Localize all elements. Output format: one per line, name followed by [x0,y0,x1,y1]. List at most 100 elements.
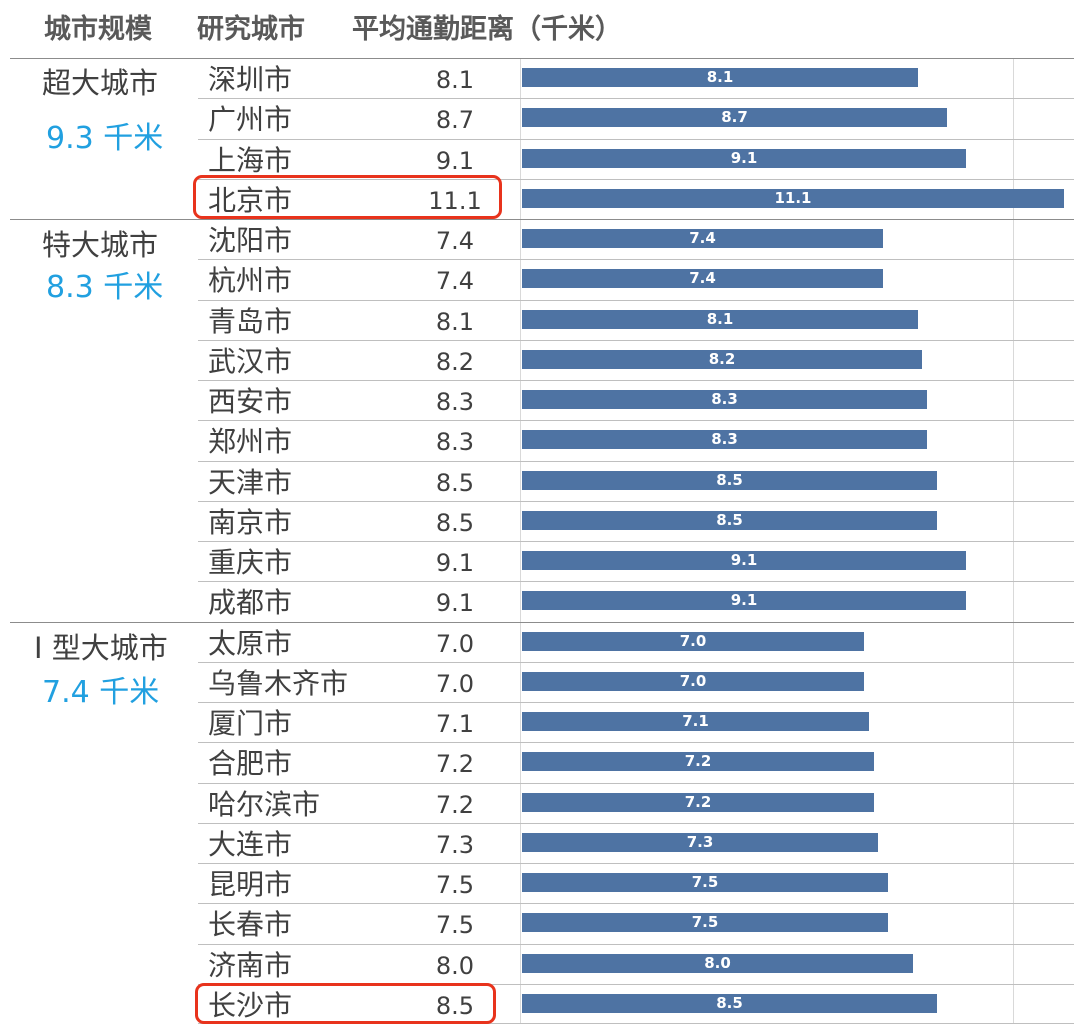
row-separator [198,783,1074,784]
group-label-type1: I 型大城市 [34,631,168,665]
bar-label-hangzhou: 7.4 [689,269,716,287]
distance-value-xian: 8.3 [435,388,475,416]
row-separator [198,461,1074,462]
row-separator [198,179,1074,180]
row-separator [198,380,1074,381]
city-name-xiamen: 厦门市 [208,707,293,740]
group-average-mega: 8.3 千米 [46,270,164,305]
bar-tianjin [522,471,937,490]
bar-label-shenzhen: 8.1 [706,68,734,86]
city-name-urumqi: 乌鲁木齐市 [208,667,349,700]
distance-value-hangzhou: 7.4 [435,267,475,295]
row-separator [198,139,1074,140]
city-name-qingdao: 青岛市 [208,305,293,338]
row-separator [198,944,1074,945]
bar-label-shenyang: 7.4 [689,229,716,247]
group-separator [10,219,1074,220]
distance-value-shenzhen: 8.1 [435,66,475,94]
bar-harbin [522,793,874,812]
bar-taiyuan [522,632,864,651]
distance-value-xiamen: 7.1 [435,710,475,738]
bar-chongqing [522,551,966,570]
bar-chengdu [522,591,966,610]
bar-jinan [522,954,913,973]
group-separator [10,622,1074,623]
distance-value-urumqi: 7.0 [435,670,475,698]
bar-wuhan [522,350,922,369]
bar-label-dalian: 7.3 [686,833,714,851]
row-separator [198,420,1074,421]
city-name-harbin: 哈尔滨市 [208,788,321,821]
column-header-distance: 平均通勤距离（千米） [352,14,622,45]
bar-label-kunming: 7.5 [691,873,719,891]
city-name-zhengzhou: 郑州市 [208,425,293,458]
bar-label-jinan: 8.0 [704,954,731,972]
distance-value-harbin: 7.2 [435,791,475,819]
city-name-beijing: 北京市 [208,184,293,217]
distance-value-chongqing: 9.1 [435,549,475,577]
distance-value-chengdu: 9.1 [435,589,475,617]
city-name-jinan: 济南市 [208,949,293,982]
bar-urumqi [522,672,864,691]
bar-label-hefei: 7.2 [684,752,712,770]
bar-label-nanjing: 8.5 [716,511,743,529]
row-separator [198,259,1074,260]
highlight-box-beijing [193,175,502,219]
distance-value-changsha: 8.5 [435,992,475,1020]
bar-qingdao [522,310,918,329]
bar-label-zhengzhou: 8.3 [711,430,738,448]
city-name-guangzhou: 广州市 [208,103,293,136]
distance-value-taiyuan: 7.0 [435,630,475,658]
row-separator [198,501,1074,502]
distance-value-jinan: 8.0 [435,952,475,980]
city-name-chengdu: 成都市 [208,586,293,619]
bar-label-beijing: 11.1 [774,189,812,207]
bar-changchun [522,913,888,932]
bar-xian [522,390,927,409]
row-separator [198,984,1074,985]
city-name-xian: 西安市 [208,385,293,418]
bar-kunming [522,873,888,892]
bar-xiamen [522,712,869,731]
bar-label-xian: 8.3 [711,390,738,408]
bar-shenzhen [522,68,918,87]
bar-label-changsha: 8.5 [716,994,743,1012]
distance-value-dalian: 7.3 [435,831,475,859]
bar-hefei [522,752,874,771]
group-label-super: 超大城市 [42,66,159,100]
row-separator [198,702,1074,703]
distance-value-shanghai: 9.1 [435,147,475,175]
row-separator [198,581,1074,582]
distance-value-changchun: 7.5 [435,911,475,939]
row-separator [198,98,1074,99]
row-separator [198,300,1074,301]
row-separator [198,903,1074,904]
group-separator [10,58,1074,59]
bar-label-taiyuan: 7.0 [679,632,707,650]
group-average-type1: 7.4 千米 [42,675,160,710]
bar-label-harbin: 7.2 [684,793,712,811]
distance-value-shenyang: 7.4 [435,227,475,255]
bar-hangzhou [522,269,883,288]
row-separator [198,863,1074,864]
city-name-dalian: 大连市 [208,828,293,861]
row-separator [198,662,1074,663]
distance-value-beijing: 11.1 [428,187,482,215]
bar-label-wuhan: 8.2 [708,350,736,368]
distance-value-zhengzhou: 8.3 [435,428,475,456]
bar-shenyang [522,229,883,248]
distance-value-nanjing: 8.5 [435,509,475,537]
bar-guangzhou [522,108,947,127]
bar-label-shanghai: 9.1 [730,149,758,167]
city-name-changchun: 长春市 [208,908,293,941]
distance-value-guangzhou: 8.7 [435,106,475,134]
city-name-nanjing: 南京市 [208,506,293,539]
bar-nanjing [522,511,937,530]
row-separator [198,541,1074,542]
city-name-hangzhou: 杭州市 [208,264,293,297]
bar-label-urumqi: 7.0 [679,672,707,690]
distance-value-qingdao: 8.1 [435,308,475,336]
bar-dalian [522,833,878,852]
column-header-scale: 城市规模 [44,14,152,45]
city-name-wuhan: 武汉市 [208,345,293,378]
